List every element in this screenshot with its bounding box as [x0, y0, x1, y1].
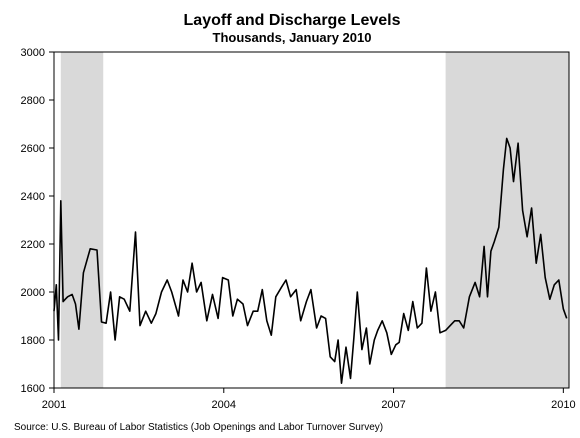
series-line-1: [53, 137, 568, 385]
y-tick-label: 2800: [21, 95, 45, 107]
series-group: [53, 137, 568, 385]
y-tick-label: 2400: [21, 191, 45, 203]
chart-title: Layoff and Discharge Levels: [184, 12, 401, 29]
plot-area-frame: [53, 51, 570, 389]
x-tick-label: 2010: [551, 399, 575, 411]
source-note: Source: U.S. Bureau of Labor Statistics …: [14, 422, 383, 433]
x-axis: 2001 2004 2007 2010: [42, 388, 576, 411]
y-tick-label: 1600: [21, 383, 45, 395]
y-tick-label: 3000: [21, 47, 45, 59]
x-tick-label: 2001: [42, 399, 66, 411]
recession-shade-2: [445, 52, 569, 388]
y-tick-label: 2600: [21, 143, 45, 155]
recession-shading-group: [60, 52, 569, 388]
y-tick-label: 2000: [21, 287, 45, 299]
x-tick-label: 2004: [212, 399, 236, 411]
y-tick-label: 2200: [21, 239, 45, 251]
recession-shade-1: [60, 52, 104, 388]
y-axis: 1600 1800 2000 2200 2400 2600 2800 3000: [21, 47, 54, 395]
chart-subtitle: Thousands, January 2010: [213, 30, 372, 45]
y-tick-label: 1800: [21, 335, 45, 347]
x-tick-label: 2007: [381, 399, 405, 411]
